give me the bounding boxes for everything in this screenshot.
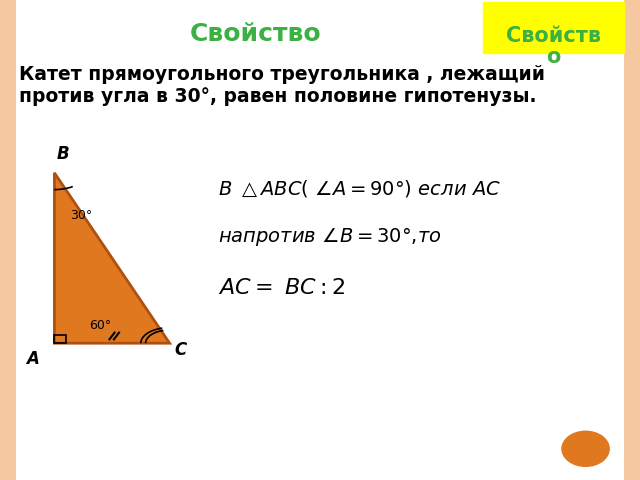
Polygon shape — [54, 173, 170, 343]
Text: Свойств: Свойств — [506, 26, 601, 47]
FancyBboxPatch shape — [0, 0, 16, 480]
Text: $\mathit{напротив\ \angle B = 30°{,}то}$: $\mathit{напротив\ \angle B = 30°{,}то}$ — [218, 226, 441, 248]
Text: $\mathit{В\ \triangle ABC(\ \angle A = 90°)\ если\ АС}$: $\mathit{В\ \triangle ABC(\ \angle A = 9… — [218, 178, 500, 199]
Text: C: C — [174, 341, 186, 359]
FancyBboxPatch shape — [624, 0, 640, 480]
Text: $\mathit{АС{=}\ ВС : 2}$: $\mathit{АС{=}\ ВС : 2}$ — [218, 278, 345, 299]
FancyBboxPatch shape — [483, 2, 624, 53]
Text: Свойство: Свойство — [190, 22, 322, 46]
Text: о: о — [547, 47, 561, 67]
Text: B: B — [56, 145, 69, 163]
Text: A: A — [26, 350, 38, 369]
Text: 30°: 30° — [70, 209, 93, 222]
Circle shape — [561, 431, 610, 467]
Text: Катет прямоугольного треугольника , лежащий
против угла в 30°, равен половине ги: Катет прямоугольного треугольника , лежа… — [19, 65, 545, 106]
Text: 60°: 60° — [90, 319, 112, 332]
